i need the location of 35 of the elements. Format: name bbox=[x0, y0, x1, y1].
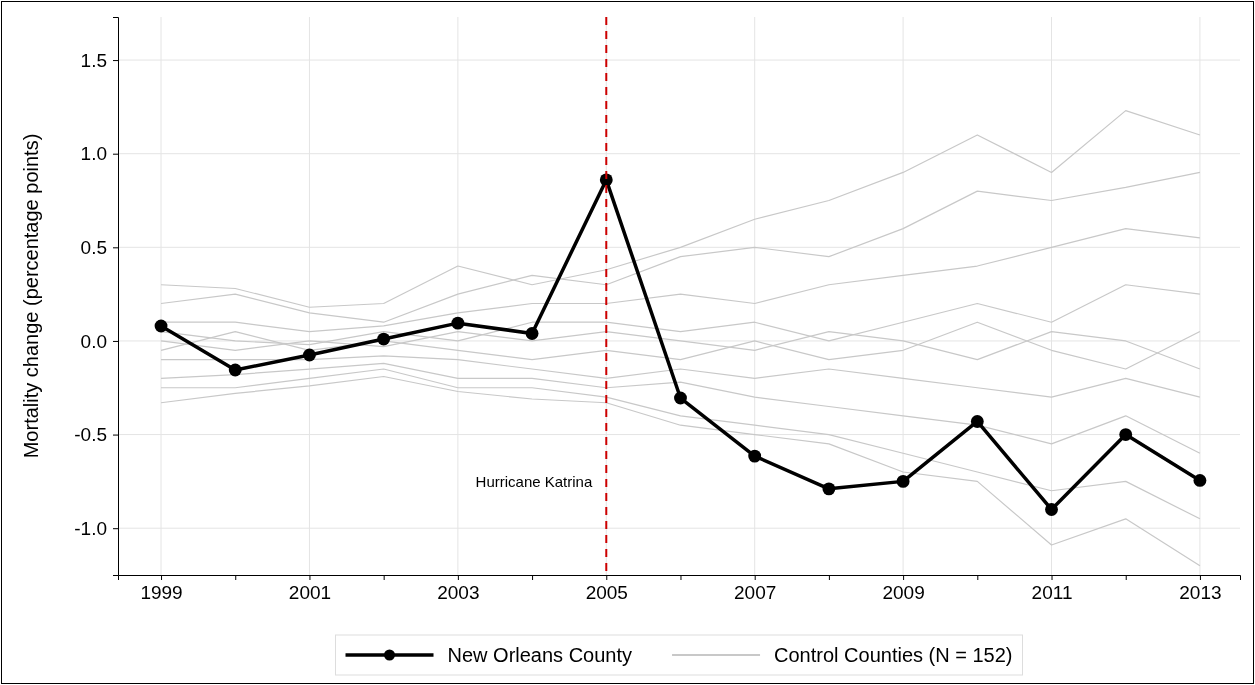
y-tick-label: 1.5 bbox=[80, 49, 107, 71]
point bbox=[748, 449, 762, 463]
y-tick-label: 0.5 bbox=[80, 236, 107, 258]
legend-label: Control Counties (N = 152) bbox=[774, 644, 1013, 666]
x-tick-label: 1999 bbox=[140, 582, 183, 604]
y-tick-label: 0.0 bbox=[80, 330, 107, 352]
point bbox=[674, 391, 687, 405]
x-tick-label: 2009 bbox=[882, 582, 925, 604]
x-tick-label: 2013 bbox=[1179, 582, 1222, 604]
point bbox=[525, 327, 539, 340]
y-tick-label: 1.0 bbox=[80, 143, 107, 165]
x-tick-label: 2001 bbox=[288, 582, 332, 604]
point bbox=[1119, 428, 1133, 441]
point bbox=[1045, 503, 1058, 516]
point bbox=[451, 316, 465, 330]
ref-line-label: Hurricane Katrina bbox=[475, 473, 593, 490]
x-tick-label: 2007 bbox=[734, 582, 777, 604]
point bbox=[377, 332, 391, 346]
x-tick-label: 2003 bbox=[437, 582, 480, 604]
line-series bbox=[160, 368, 1201, 520]
y-axis-title: Mortality change (percentage points) bbox=[20, 133, 42, 459]
line-series bbox=[160, 362, 1201, 454]
x-tick-label: 2005 bbox=[585, 582, 628, 604]
legend-label: New Orleans County bbox=[447, 644, 633, 666]
y-tick-label: -0.5 bbox=[74, 424, 107, 446]
x-tick-label: 2011 bbox=[1031, 582, 1073, 604]
line-series bbox=[160, 375, 1201, 567]
point bbox=[896, 474, 910, 488]
point bbox=[154, 319, 168, 333]
point bbox=[303, 348, 316, 362]
point bbox=[822, 482, 836, 496]
point bbox=[970, 415, 984, 428]
point bbox=[228, 363, 242, 377]
point bbox=[1193, 474, 1207, 487]
y-tick-label: -1.0 bbox=[74, 517, 107, 539]
